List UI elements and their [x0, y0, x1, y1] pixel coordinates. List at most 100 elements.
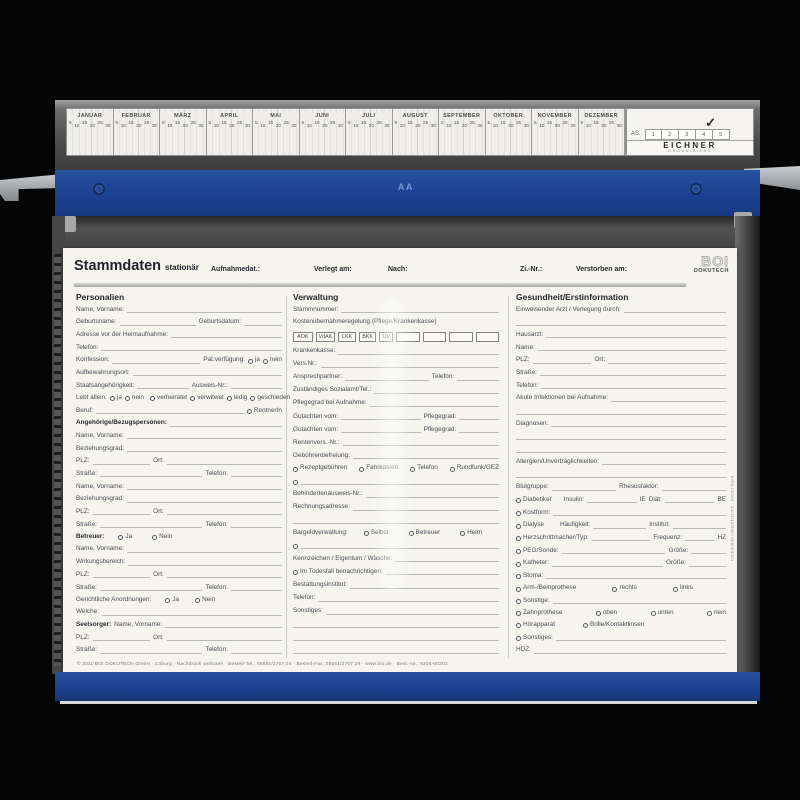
day-tick: 10 [585, 123, 591, 128]
form-row: Stoma: [516, 572, 726, 580]
write-in-line [385, 568, 499, 576]
column-divider-2 [508, 296, 509, 658]
check-mark-icon: ✓ [705, 115, 717, 131]
day-tick: 20 [136, 123, 142, 128]
radio-circle-icon [595, 611, 601, 617]
day-tick: 30 [430, 123, 436, 128]
form-row: Pflegegrad bei Aufnahme: [293, 400, 499, 407]
field-label: IE [639, 495, 646, 503]
radio-label: nein [131, 393, 144, 401]
write-in-line [587, 496, 637, 504]
header-rule [74, 283, 686, 287]
radio-option: Nein [152, 533, 172, 541]
as-check-row: ✓ [645, 115, 749, 131]
form-row: Allergien/Unverträglichkeiten: [516, 458, 726, 466]
radio-circle-icon [706, 611, 712, 617]
write-in-line [99, 470, 203, 478]
write-in-line [126, 445, 282, 452]
radio-label: Katheter: [523, 559, 549, 567]
radio-circle-icon [516, 511, 521, 516]
radio-circle-icon [516, 599, 521, 605]
form-row: Akute Infektionen bei Aufnahme: [516, 394, 726, 402]
field-label: Name, Vorname: [114, 621, 163, 628]
write-in-line [593, 522, 647, 529]
radio-option: Hörapparat [516, 621, 555, 629]
write-in-line [230, 647, 282, 654]
field-label: Gutachten vom: [293, 425, 339, 433]
month-day-ticks: 5 10 15 20 25 30 [579, 119, 625, 128]
form-row: Welche: [76, 608, 282, 616]
day-tick: 10 [167, 123, 173, 128]
as-number-cell: 4 [695, 129, 713, 141]
day-tick: 10 [492, 123, 498, 128]
field-label: Konfession: [76, 356, 110, 364]
radio-label: Dialyse [523, 521, 544, 529]
day-tick: 20 [89, 123, 95, 128]
field-label: Wirkungsbereich: [76, 558, 126, 566]
radio-circle-icon [246, 408, 252, 414]
month-day-ticks: 5 10 15 20 25 30 [532, 119, 578, 128]
as-number-cell: 3 [678, 129, 696, 141]
form-row [293, 634, 499, 641]
radio-option: Im Todesfall benachrichtigen: [293, 568, 383, 576]
write-in-line [166, 508, 282, 516]
form-row: Seelsorger: Name, Vorname: [76, 621, 282, 629]
radio-label: Sonstige: [523, 596, 550, 604]
month-label: OKTOBER [485, 113, 531, 119]
write-in-line [546, 331, 726, 339]
radio-label: verwitwet [197, 393, 224, 401]
radio-circle-icon [150, 396, 155, 402]
write-in-line [126, 546, 282, 553]
month-day-ticks: 5 10 15 20 25 30 [300, 119, 346, 127]
radio-option: Dialyse [516, 521, 544, 529]
radio-option: Stoma: [516, 572, 543, 580]
radio-circle-icon [612, 586, 618, 592]
radio-label: nein [713, 608, 727, 616]
day-tick: 5 [394, 120, 398, 125]
month-day-ticks: 5 10 15 20 25 30 [253, 119, 299, 127]
calendar-month: SEPTEMBER 5 10 15 20 25 30 [439, 109, 486, 155]
write-in-line [99, 521, 203, 529]
eichner-tagline: ORGANISIERT [668, 149, 712, 154]
calendar-month: MAI 5 10 15 20 25 30 [253, 109, 300, 155]
write-in-line [96, 407, 244, 414]
radio-option: oben [595, 608, 618, 617]
day-tick: 30 [105, 123, 111, 128]
radio-label: Diabetiker [523, 495, 552, 503]
radio-option: Ja [118, 533, 132, 541]
field-label: Adresse vor der Heimaufnahme: [76, 330, 168, 338]
field-label: Pflegegrad bei Aufnahme: [293, 399, 367, 407]
write-in-line [99, 647, 203, 654]
field-label: Pat.verfügung: [203, 356, 245, 364]
radio-circle-icon [293, 466, 298, 472]
radio-option: Rundfunk/GEZ [449, 464, 499, 472]
field-label: Rhesusfaktor: [619, 483, 659, 491]
form-row: Kostenübernahmeregelung (Pflege/Krankenk… [293, 318, 499, 325]
write-in-line [318, 595, 499, 602]
field-label: Institut: [649, 521, 670, 529]
radio-circle-icon [190, 396, 196, 402]
day-tick: 10 [539, 123, 545, 128]
day-tick: 5 [580, 120, 584, 125]
radio-option: Brille/Kontaktlinsen [582, 621, 644, 629]
perforation-strip [54, 254, 61, 666]
form-row: Telefon: [293, 594, 499, 602]
write-in-line [516, 471, 726, 478]
radio-circle-icon [293, 570, 298, 576]
day-tick: 5 [301, 120, 305, 125]
day-tick: 20 [229, 123, 235, 128]
form-row: Diagnosen: [516, 420, 726, 428]
day-tick: 25 [469, 120, 475, 125]
field-label: Aufbewahrungsort: [76, 369, 130, 377]
form-row: Straße: Telefon: [76, 521, 282, 529]
form-row: PLZ: Ort: [76, 457, 282, 465]
form-row: Hausarzt: [516, 331, 726, 339]
field-label: Gerichtliche Anordnungen: [76, 595, 152, 603]
field-label: Bestattungsinstitut: [293, 581, 347, 589]
radio-label: oben [602, 608, 618, 616]
radio-label: Ja [172, 595, 180, 603]
gloss-reflection [371, 298, 413, 590]
radio-option: rechts [612, 584, 637, 592]
write-in-line [341, 306, 499, 313]
